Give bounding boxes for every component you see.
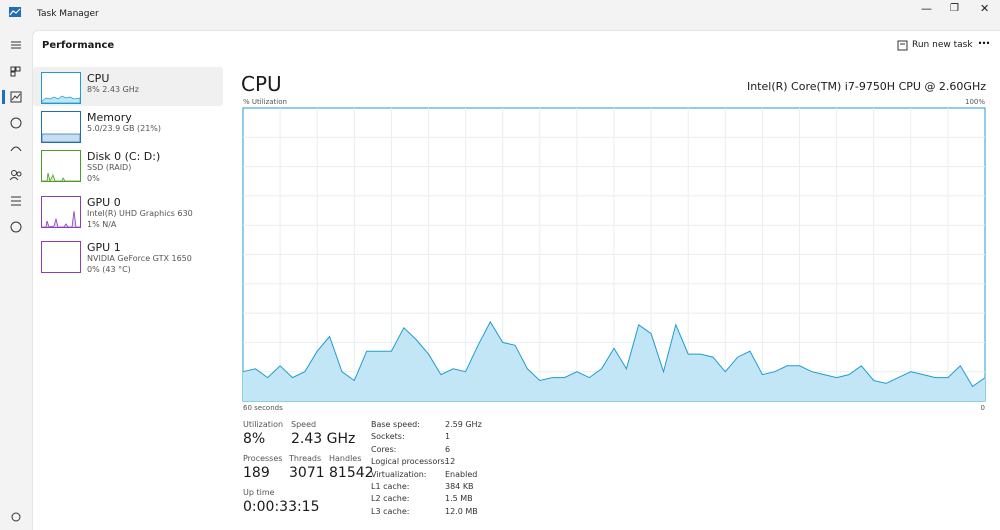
spec-value: 1.5 MB [445,494,473,504]
cpu-chart: % Utilization 100% 60 seconds 0 [242,98,986,412]
stat-label: Utilization [243,420,284,429]
stat-value: 189 [243,465,270,481]
more-button[interactable]: ⋯ [978,36,990,50]
y-axis-label: % Utilization [243,98,287,106]
spec-value: 12.0 MB [445,506,478,516]
item-name: GPU 1 [87,241,121,254]
stat-value: 0:00:33:15 [243,499,320,515]
spec-value: Enabled [445,469,478,479]
nav-rail [2,41,22,522]
menu-icon[interactable] [11,41,21,49]
minimize-button[interactable]: — [921,2,932,15]
item-name: CPU [87,72,110,85]
spec-label: Logical processors: [371,457,448,467]
stat-value: 81542 [329,465,374,481]
run-task-icon[interactable] [897,40,908,51]
stat-value: 2.43 GHz [291,431,356,447]
spec-label: Sockets: [371,432,405,442]
thumbnail [41,111,81,143]
thumbnail [41,196,81,228]
processor-name: Intel(R) Core(TM) i7-9750H CPU @ 2.60GHz [746,80,986,93]
item-detail: 0% (43 °C) [87,265,131,274]
stat-label: Processes [243,454,283,463]
spec-label: Base speed: [371,420,420,429]
processes-icon[interactable] [10,66,21,77]
stat-value: 8% [243,431,266,447]
item-detail: 0% [87,174,100,183]
spec-value: 384 KB [445,482,474,491]
close-button[interactable]: ✕ [980,2,990,15]
users-icon[interactable] [9,170,22,181]
item-name: Disk 0 (C: D:) [87,150,161,163]
app-icon [9,7,21,17]
settings-icon[interactable] [11,512,21,522]
main-title: CPU [241,72,282,96]
details-icon[interactable] [11,196,21,206]
stat-label: Speed [291,420,317,429]
item-detail: NVIDIA GeForce GTX 1650 [87,254,192,263]
selected-indicator [2,90,5,104]
item-detail: 1% N/A [87,220,117,229]
services-icon[interactable] [10,221,22,233]
section-title: Performance [42,40,115,51]
run-new-task-button[interactable]: Run new task [912,40,973,50]
performance-icon[interactable] [10,91,22,103]
utilization-line [242,320,986,388]
thumbnail [41,72,81,104]
restore-button[interactable]: ❐ [950,3,959,14]
stat-label: Up time [243,488,275,497]
item-detail: 5.0/23.9 GB (21%) [87,124,162,133]
stat-label: Handles [329,454,362,463]
spec-value: 12 [445,457,456,467]
x-tick-label: 0 [981,404,985,412]
item-detail: SSD (RAID) [87,163,132,172]
thumbnail [41,241,81,273]
stat-label: Threads [289,454,322,463]
spec-label: L1 cache: [371,482,410,491]
sparkline [42,172,80,183]
thumbnail [41,150,81,183]
history-icon[interactable] [10,117,22,129]
y-tick-label: 100% [965,98,985,106]
startup-icon[interactable] [10,146,22,152]
spec-label: Virtualization: [371,469,427,479]
stat-value: 3071 [289,465,325,481]
spec-value: 2.59 GHz [445,420,482,429]
item-detail: Intel(R) UHD Graphics 630 [87,209,193,218]
item-detail: 8% 2.43 GHz [87,85,140,94]
spec-value: 1 [445,432,451,442]
spec-label: Cores: [371,444,397,454]
spec-value: 6 [445,444,451,454]
area-fill [243,321,985,401]
item-name: GPU 0 [87,196,121,209]
item-name: Memory [87,111,132,124]
spec-label: L3 cache: [371,506,410,516]
x-tick-label: 60 seconds [243,404,283,412]
spec-label: L2 cache: [371,494,410,504]
window-title: Task Manager [37,9,99,19]
